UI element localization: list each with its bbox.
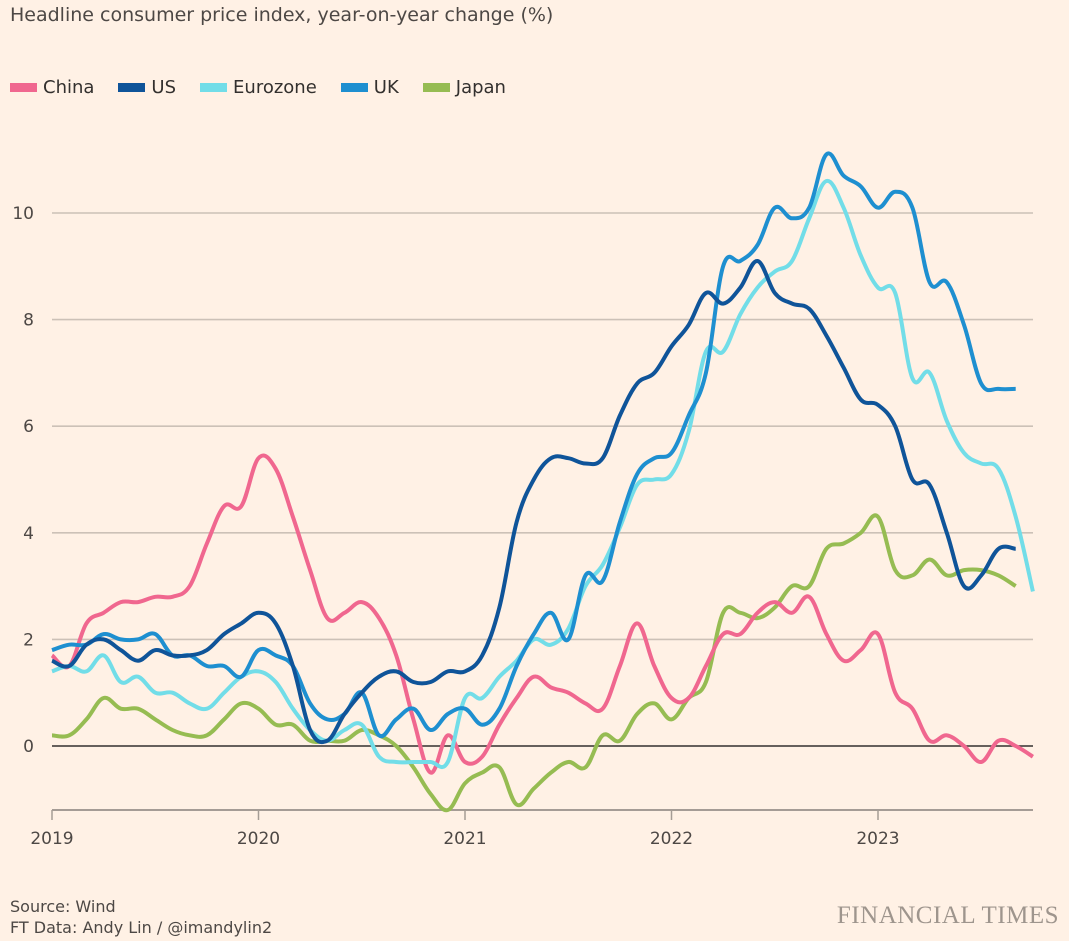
y-tick-label: 8 xyxy=(23,311,34,331)
series-line-us xyxy=(51,259,1016,745)
x-tick-label: 2020 xyxy=(237,829,280,849)
source-note: Source: Wind FT Data: Andy Lin / @imandy… xyxy=(10,896,272,938)
series-line-uk xyxy=(51,151,1016,739)
y-tick-label: 0 xyxy=(23,737,34,757)
y-tick-label: 10 xyxy=(12,204,34,224)
y-tick-label: 6 xyxy=(23,417,34,437)
legend-item-china: China xyxy=(10,77,94,98)
legend-item-japan: Japan xyxy=(422,77,506,98)
x-tick-label: 2021 xyxy=(443,829,486,849)
legend-item-uk: UK xyxy=(340,77,399,98)
legend: China US Eurozone UK Japan xyxy=(10,77,506,98)
series-line-china xyxy=(50,453,1034,775)
legend-swatch xyxy=(340,83,368,92)
source-text: Source: Wind xyxy=(10,897,116,916)
y-tick-label: 2 xyxy=(23,630,34,650)
chart-title: Headline consumer price index, year-on-y… xyxy=(10,4,554,26)
series-line-japan xyxy=(51,513,1017,813)
legend-item-eurozone: Eurozone xyxy=(200,77,317,98)
legend-label: Japan xyxy=(455,77,506,98)
legend-item-us: US xyxy=(118,77,176,98)
credit-text: FT Data: Andy Lin / @imandylin2 xyxy=(10,918,273,937)
legend-swatch xyxy=(200,83,228,92)
legend-label: Eurozone xyxy=(233,77,317,98)
legend-swatch xyxy=(422,83,450,92)
x-tick-label: 2019 xyxy=(30,829,73,849)
y-tick-label: 4 xyxy=(23,524,34,544)
x-tick-label: 2022 xyxy=(650,829,693,849)
ft-logo: FINANCIAL TIMES xyxy=(836,902,1059,929)
legend-swatch xyxy=(118,83,146,92)
legend-label: China xyxy=(43,77,95,98)
legend-swatch xyxy=(10,83,37,92)
series-line-eurozone xyxy=(51,178,1035,770)
legend-label: UK xyxy=(373,77,399,98)
legend-label: US xyxy=(151,77,177,98)
x-tick-label: 2023 xyxy=(856,829,899,849)
